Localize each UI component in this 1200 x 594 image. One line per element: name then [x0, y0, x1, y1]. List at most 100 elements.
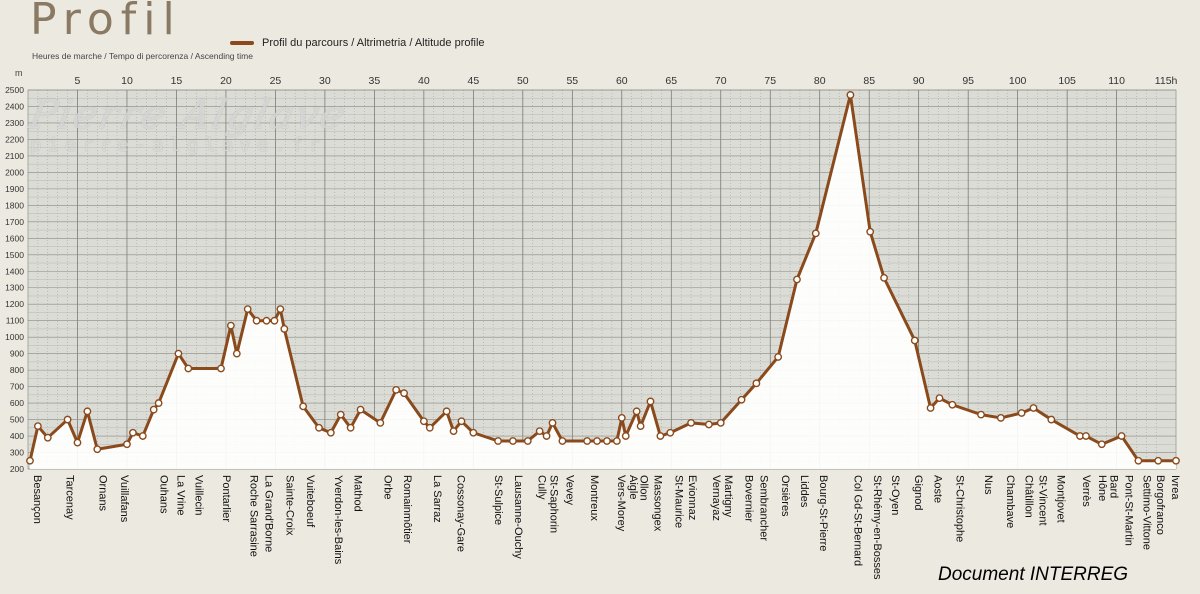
- y-tick-label: 300: [10, 448, 24, 458]
- profile-point: [400, 389, 408, 398]
- profile-point: [704, 420, 713, 429]
- y-tick-label: 1800: [5, 200, 24, 210]
- place-label: Verrès: [1080, 475, 1092, 507]
- x-tick-label: 35: [369, 75, 381, 87]
- profile-point: [232, 349, 241, 358]
- profile-point: [996, 414, 1005, 422]
- place-label: Liddes: [798, 475, 810, 508]
- profile-point: [457, 417, 466, 426]
- profile-point: [73, 438, 82, 447]
- profile-point: [26, 456, 34, 465]
- profile-point: [716, 418, 725, 427]
- place-label: Ollon: [638, 475, 650, 501]
- profile-point: [280, 325, 289, 333]
- place-label: Cossonay-Gare: [455, 475, 467, 552]
- place-label: Vers-Morey: [615, 475, 627, 532]
- profile-point: [93, 445, 102, 454]
- profile-point: [83, 407, 92, 416]
- place-label: Pont-St-Martin: [1123, 475, 1135, 546]
- profile-point: [621, 432, 630, 440]
- x-tick-label: 105: [1058, 75, 1076, 87]
- profile-point: [217, 364, 225, 373]
- profile-point: [926, 404, 935, 412]
- profile-point: [774, 353, 783, 361]
- legend: Profil du parcours / Altrimetria / Altit…: [230, 37, 485, 49]
- profile-point: [617, 414, 626, 422]
- profile-point: [129, 428, 137, 437]
- profile-markers: [26, 91, 1180, 465]
- place-label: Mathod: [352, 475, 364, 512]
- place-label: Montreux: [588, 475, 600, 521]
- x-tick-label: 45: [468, 75, 480, 87]
- profile-point: [687, 418, 695, 427]
- y-tick-label: 200: [10, 464, 24, 474]
- profile-point: [262, 316, 271, 325]
- profile-point: [1097, 440, 1106, 449]
- profile-point: [583, 437, 592, 445]
- place-label: Vevey: [563, 475, 575, 505]
- profile-fill: [29, 94, 1176, 469]
- y-tick-label: 1200: [5, 299, 24, 309]
- profile-point: [558, 437, 567, 445]
- x-tick-label: 65: [665, 75, 677, 87]
- page-title: Profil: [30, 0, 182, 45]
- profile-point: [977, 410, 985, 419]
- document-credit: Document INTERREG: [938, 564, 1129, 585]
- place-label: Vuillafans: [118, 475, 130, 523]
- y-tick-label: 1700: [5, 217, 24, 227]
- profile-point: [174, 349, 183, 358]
- profile-point: [737, 395, 746, 404]
- place-label: Châtillon: [1023, 475, 1035, 518]
- place-label: Ouhans: [158, 475, 170, 514]
- profile-point: [442, 407, 451, 416]
- place-label: Pontarlier: [220, 475, 232, 522]
- profile-point: [326, 428, 335, 437]
- legend-label: Profil du parcours / Altrimetria / Altit…: [262, 37, 485, 49]
- x-tick-label: 15: [171, 75, 183, 87]
- profile-area: [29, 94, 1176, 469]
- profile-point: [276, 305, 285, 314]
- x-tick-label: 90: [913, 75, 925, 87]
- place-label: Tarcenay: [64, 475, 76, 520]
- profile-point: [154, 399, 163, 407]
- profile-point: [1029, 404, 1038, 412]
- y-axis-ticks: 200 300 400 500 600 700 800 900 1000 1100 1200 1300…: [5, 85, 24, 474]
- y-tick-label: 2400: [5, 101, 24, 111]
- profile-point: [1134, 456, 1143, 465]
- place-label: Vuiteboeuf: [304, 475, 316, 528]
- place-label: Aoste: [932, 475, 944, 503]
- y-tick-label: 1100: [6, 316, 25, 326]
- profile-point: [752, 379, 761, 388]
- profile-point: [1117, 432, 1126, 440]
- x-tick-label: 50: [517, 75, 529, 87]
- profile-point: [593, 437, 601, 445]
- place-label: Roche Sarrasine: [248, 475, 260, 557]
- y-tick-label: 2300: [5, 118, 24, 128]
- profile-point: [1017, 409, 1026, 417]
- x-tick-label: 55: [566, 75, 578, 87]
- profile-point: [646, 397, 655, 406]
- profile-point: [123, 440, 131, 449]
- x-tick-label: 75: [764, 75, 776, 87]
- profile-point: [542, 432, 551, 440]
- profile-point: [603, 437, 611, 445]
- y-tick-label: 2000: [5, 167, 24, 177]
- x-tick-label: 40: [418, 75, 430, 87]
- place-label: Settimo-Vittone: [1140, 475, 1152, 550]
- profile-point: [1047, 415, 1056, 424]
- y-tick-label: 500: [10, 415, 24, 425]
- place-label: Ivrea: [1169, 475, 1181, 500]
- profile-point: [252, 316, 261, 325]
- profile-point: [548, 418, 557, 427]
- profile-point: [948, 400, 957, 409]
- y-tick-label: 1400: [5, 266, 24, 276]
- place-label: Romainmôtier: [401, 475, 413, 544]
- profile-point: [356, 405, 365, 414]
- place-label: Aigle: [627, 475, 639, 499]
- y-tick-label: 800: [10, 365, 24, 375]
- profile-point: [392, 386, 401, 394]
- place-label: Col Gd-St-Bernard: [851, 475, 863, 566]
- profile-point: [469, 428, 478, 437]
- x-tick-label: 110: [1108, 75, 1125, 87]
- profile-point: [910, 336, 919, 345]
